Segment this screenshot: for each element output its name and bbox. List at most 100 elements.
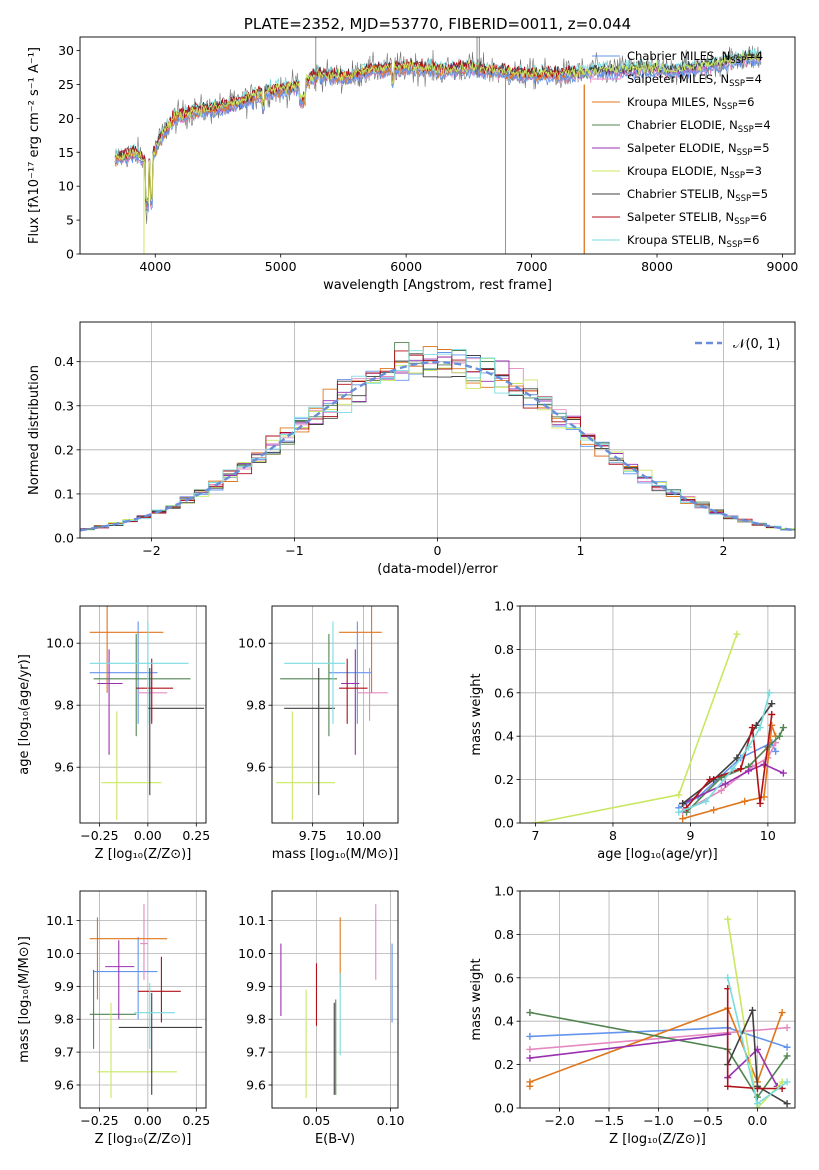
axes-frame [271,605,399,824]
plus-marker [741,797,749,805]
x-axis-label: Z [log₁₀(Z/Z⊙)] [95,847,192,862]
legend-subscript: SSP [727,240,743,250]
plus-marker [756,724,764,732]
plus-marker [702,797,710,805]
plus-marker [783,1024,791,1032]
ticks: −0.25 0.00 0.25 9.6 9.8 10.0 [46,636,210,843]
legend-label: Chabrier ELODIE, NSSP=4 [627,118,771,135]
plus-marker [531,819,539,823]
x-tick-label: 0.25 [182,828,210,843]
errorbar-point-0 [93,937,158,1020]
legend-label-name: Salpeter STELIB, N [627,210,734,224]
residual-histogram-panel: −2 −1 0 1 2 0.0 0.1 0.2 0.3 0.4 (data-model)/error… [27,321,796,577]
mass-weight-series-5 [726,919,783,1108]
mass-weight-series-6 [726,1010,788,1105]
series-lines [526,915,791,1108]
legend-subscript: SSP [738,125,754,135]
x-tick-label: −2 [142,543,160,558]
x-tick-label: 6000 [390,259,422,274]
y-tick-label: 0 [66,247,74,262]
ticks: −0.25 0.00 0.25 9.6 9.7 9.8 9.9 10.0 10.1 [46,913,210,1128]
axes-frame [519,605,796,824]
legend-label: Kroupa STELIB, NSSP=6 [627,233,759,250]
legend-label-count: =3 [745,164,762,178]
plus-marker [768,721,776,729]
x-tick-label: −1.0 [643,1113,673,1128]
y-tick-label: 9.8 [246,698,266,713]
legend-label: Salpeter ELODIE, NSSP=5 [627,141,770,158]
plus-marker [526,1032,534,1040]
errorbar-point-5 [101,711,162,820]
ticks: 0.05 0.10 9.6 9.7 9.8 9.9 10.0 10.1 [238,913,404,1128]
plus-marker [753,1100,761,1108]
errorbar-point-1 [357,668,388,721]
y-tick-label: 0.2 [494,772,514,787]
legend-label: 𝒩(0, 1) [733,337,780,352]
plus-marker [748,724,756,732]
axes-frame [79,36,796,255]
y-tick-label: 0.6 [494,685,514,700]
plus-marker [526,1045,534,1053]
errorbar-point-4 [105,940,135,1020]
x-axis-label: E(B-V) [315,1132,355,1147]
x-tick-label: −1 [285,543,303,558]
legend-label-count: =4 [746,49,763,63]
plus-marker [756,799,764,807]
y-axis-label: mass weight [469,958,484,1040]
x-tick-label: 5000 [265,259,297,274]
plus-marker [706,776,714,784]
errorbar-point-7 [339,658,368,724]
plus-marker [779,724,787,732]
plus-marker [783,1052,791,1060]
plus-marker [729,765,737,773]
legend-label-count: =6 [742,233,759,247]
mass-weight-series-8 [678,692,771,813]
legend-label-count: =4 [745,72,762,86]
errorbar-point-2 [339,606,382,693]
mass-weight-series-7 [685,714,773,809]
x-tick-label: 2 [720,543,728,558]
errorbar-point-3 [93,633,191,737]
y-tick-label: 0.1 [54,486,74,501]
plus-marker [772,747,780,755]
y-tick-label: 9.9 [246,979,266,994]
age-vs-mass-panel: 9.75 10.00 9.6 9.8 10.0 mass [log₁₀(M/M⊙)] [238,605,399,862]
model-spectrum-2 [114,63,585,209]
age-vs-metallicity-panel: −0.25 0.00 0.25 9.6 9.8 10.0 Z [log₁₀(Z/Z⊙)] ag… [17,605,210,862]
legend-subscript: SSP [730,56,746,66]
errorbar-point-6 [147,668,205,796]
legend-label: Chabrier MILES, NSSP=4 [627,49,763,66]
plus-marker [526,1078,534,1086]
y-tick-label: 9.7 [246,1045,266,1060]
legend-subscript: SSP [735,194,751,204]
plus-marker [778,1009,786,1017]
plus-marker [768,700,776,708]
x-axis-label: (data-model)/error [377,562,498,577]
y-axis-label: Normed distribution [27,365,42,495]
legend-label-count: =4 [754,118,771,132]
y-tick-label: 10.0 [238,946,266,961]
plus-marker [760,760,768,768]
y-tick-label: 0.8 [494,927,514,942]
errorbar-point-7 [138,956,181,1023]
x-tick-label: 8 [609,828,617,843]
y-tick-label: 0.0 [54,531,74,546]
errorbar-point-8 [284,621,346,724]
plus-marker [753,1084,761,1092]
axes-frame [79,605,207,824]
legend-label-name: Salpeter MILES, N [627,72,729,86]
plus-marker [745,743,753,751]
x-tick-label: 0.00 [134,1113,162,1128]
y-tick-label: 9.7 [54,1045,74,1060]
x-tick-label: 0.25 [182,1113,210,1128]
errorbar-point-2 [89,917,168,1000]
ticks: 4000 5000 6000 7000 8000 9000 0 5 10 15 20 25 30 [58,43,798,274]
x-tick-label: 9.75 [299,828,327,843]
y-tick-label: 0.4 [494,1014,514,1029]
y-tick-label: 9.8 [54,1012,74,1027]
y-tick-label: 10.0 [238,636,266,651]
model-spectrum-0 [114,54,762,213]
ticks: −2 −1 0 1 2 0.0 0.1 0.2 0.3 0.4 [54,354,727,558]
y-axis-label: Flux [fλ10⁻¹⁷ erg cm⁻² s⁻¹ A⁻¹] [27,47,42,244]
errorbar-point-6 [284,668,335,796]
